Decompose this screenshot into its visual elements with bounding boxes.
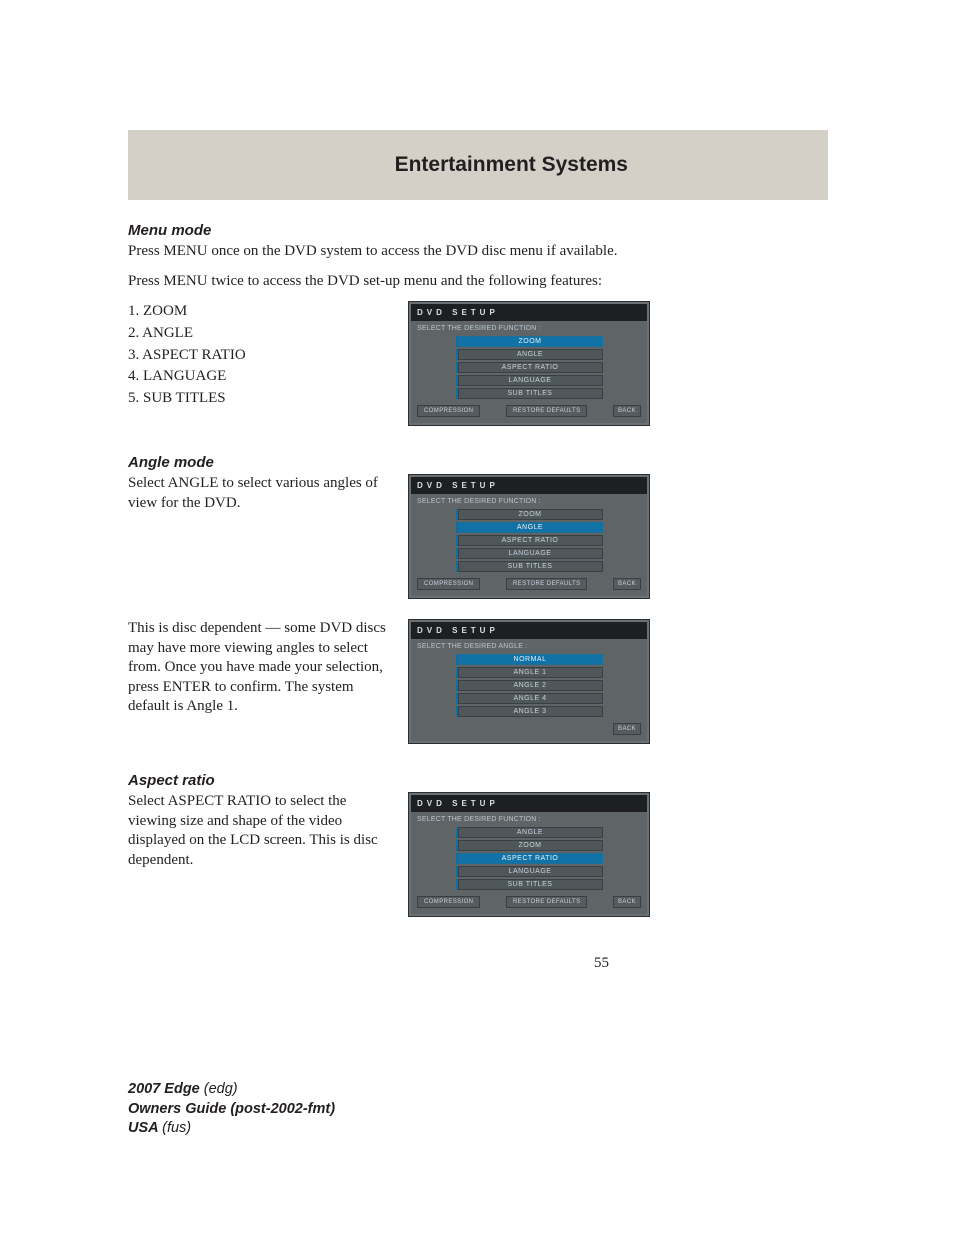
aspect-ratio-heading: Aspect ratio bbox=[128, 772, 828, 789]
dvd-setup-panel-4: DVD SETUP SELECT THE DESIRED FUNCTION : … bbox=[408, 792, 650, 917]
angle-mode-p1: Select ANGLE to select various angles of… bbox=[128, 474, 388, 513]
menu-mode-p1: Press MENU once on the DVD system to acc… bbox=[128, 242, 828, 262]
back-button[interactable]: BACK bbox=[613, 723, 641, 735]
dvd-option-language[interactable]: LANGUAGE bbox=[458, 548, 603, 559]
list-item: 4. LANGUAGE bbox=[128, 366, 388, 388]
dvd-option-angle4[interactable]: ANGLE 4 bbox=[458, 693, 603, 704]
list-item: 5. SUB TITLES bbox=[128, 388, 388, 410]
footer-region: USA bbox=[128, 1120, 162, 1136]
footer-model-code: (edg) bbox=[204, 1081, 238, 1097]
dvd-option-zoom[interactable]: ZOOM bbox=[458, 336, 603, 347]
aspect-ratio-p1: Select ASPECT RATIO to select the viewin… bbox=[128, 792, 388, 870]
list-item: 2. ANGLE bbox=[128, 323, 388, 345]
dvd-subheader: SELECT THE DESIRED FUNCTION : bbox=[417, 498, 641, 505]
footer-model: 2007 Edge bbox=[128, 1081, 204, 1097]
dvd-setup-panel-2: DVD SETUP SELECT THE DESIRED FUNCTION : … bbox=[408, 474, 650, 599]
dvd-option-aspect[interactable]: ASPECT RATIO bbox=[458, 362, 603, 373]
compression-button[interactable]: COMPRESSION bbox=[417, 578, 480, 590]
dvd-option-angle3[interactable]: ANGLE 3 bbox=[458, 706, 603, 717]
dvd-option-language[interactable]: LANGUAGE bbox=[458, 375, 603, 386]
dvd-subheader: SELECT THE DESIRED ANGLE : bbox=[417, 643, 641, 650]
dvd-option-angle[interactable]: ANGLE bbox=[458, 349, 603, 360]
dvd-title: DVD SETUP bbox=[411, 795, 647, 812]
restore-defaults-button[interactable]: RESTORE DEFAULTS bbox=[506, 405, 588, 417]
dvd-title: DVD SETUP bbox=[411, 477, 647, 494]
back-button[interactable]: BACK bbox=[613, 896, 641, 908]
dvd-setup-panel-1: DVD SETUP SELECT THE DESIRED FUNCTION : … bbox=[408, 301, 650, 426]
dvd-option-zoom[interactable]: ZOOM bbox=[458, 840, 603, 851]
dvd-option-subtitles[interactable]: SUB TITLES bbox=[458, 879, 603, 890]
dvd-setup-panel-3: DVD SETUP SELECT THE DESIRED ANGLE : NOR… bbox=[408, 619, 650, 744]
back-button[interactable]: BACK bbox=[613, 405, 641, 417]
dvd-option-aspect[interactable]: ASPECT RATIO bbox=[458, 853, 603, 864]
page-header: Entertainment Systems bbox=[128, 130, 828, 200]
menu-mode-p2: Press MENU twice to access the DVD set-u… bbox=[128, 272, 828, 292]
menu-mode-list: 1. ZOOM 2. ANGLE 3. ASPECT RATIO 4. LANG… bbox=[128, 301, 388, 410]
dvd-option-aspect[interactable]: ASPECT RATIO bbox=[458, 535, 603, 546]
dvd-option-subtitles[interactable]: SUB TITLES bbox=[458, 561, 603, 572]
dvd-option-language[interactable]: LANGUAGE bbox=[458, 866, 603, 877]
footer-guide: Owners Guide (post-2002-fmt) bbox=[128, 1100, 335, 1120]
dvd-title: DVD SETUP bbox=[411, 622, 647, 639]
list-item: 3. ASPECT RATIO bbox=[128, 345, 388, 367]
page-number: 55 bbox=[594, 955, 609, 972]
dvd-subheader: SELECT THE DESIRED FUNCTION : bbox=[417, 816, 641, 823]
compression-button[interactable]: COMPRESSION bbox=[417, 405, 480, 417]
dvd-title: DVD SETUP bbox=[411, 304, 647, 321]
restore-defaults-button[interactable]: RESTORE DEFAULTS bbox=[506, 578, 588, 590]
list-item: 1. ZOOM bbox=[128, 301, 388, 323]
header-title: Entertainment Systems bbox=[395, 153, 628, 177]
footer-block: 2007 Edge (edg) Owners Guide (post-2002-… bbox=[128, 1080, 335, 1139]
footer-region-code: (fus) bbox=[162, 1120, 191, 1136]
back-button[interactable]: BACK bbox=[613, 578, 641, 590]
angle-mode-heading: Angle mode bbox=[128, 454, 828, 471]
compression-button[interactable]: COMPRESSION bbox=[417, 896, 480, 908]
dvd-option-zoom[interactable]: ZOOM bbox=[458, 509, 603, 520]
dvd-subheader: SELECT THE DESIRED FUNCTION : bbox=[417, 325, 641, 332]
page-content: Menu mode Press MENU once on the DVD sys… bbox=[128, 222, 828, 917]
dvd-option-angle1[interactable]: ANGLE 1 bbox=[458, 667, 603, 678]
restore-defaults-button[interactable]: RESTORE DEFAULTS bbox=[506, 896, 588, 908]
angle-mode-p2: This is disc dependent — some DVD discs … bbox=[128, 619, 388, 717]
dvd-option-angle[interactable]: ANGLE bbox=[458, 522, 603, 533]
dvd-option-angle2[interactable]: ANGLE 2 bbox=[458, 680, 603, 691]
menu-mode-heading: Menu mode bbox=[128, 222, 828, 239]
dvd-option-normal[interactable]: NORMAL bbox=[458, 654, 603, 665]
dvd-option-subtitles[interactable]: SUB TITLES bbox=[458, 388, 603, 399]
dvd-option-angle[interactable]: ANGLE bbox=[458, 827, 603, 838]
